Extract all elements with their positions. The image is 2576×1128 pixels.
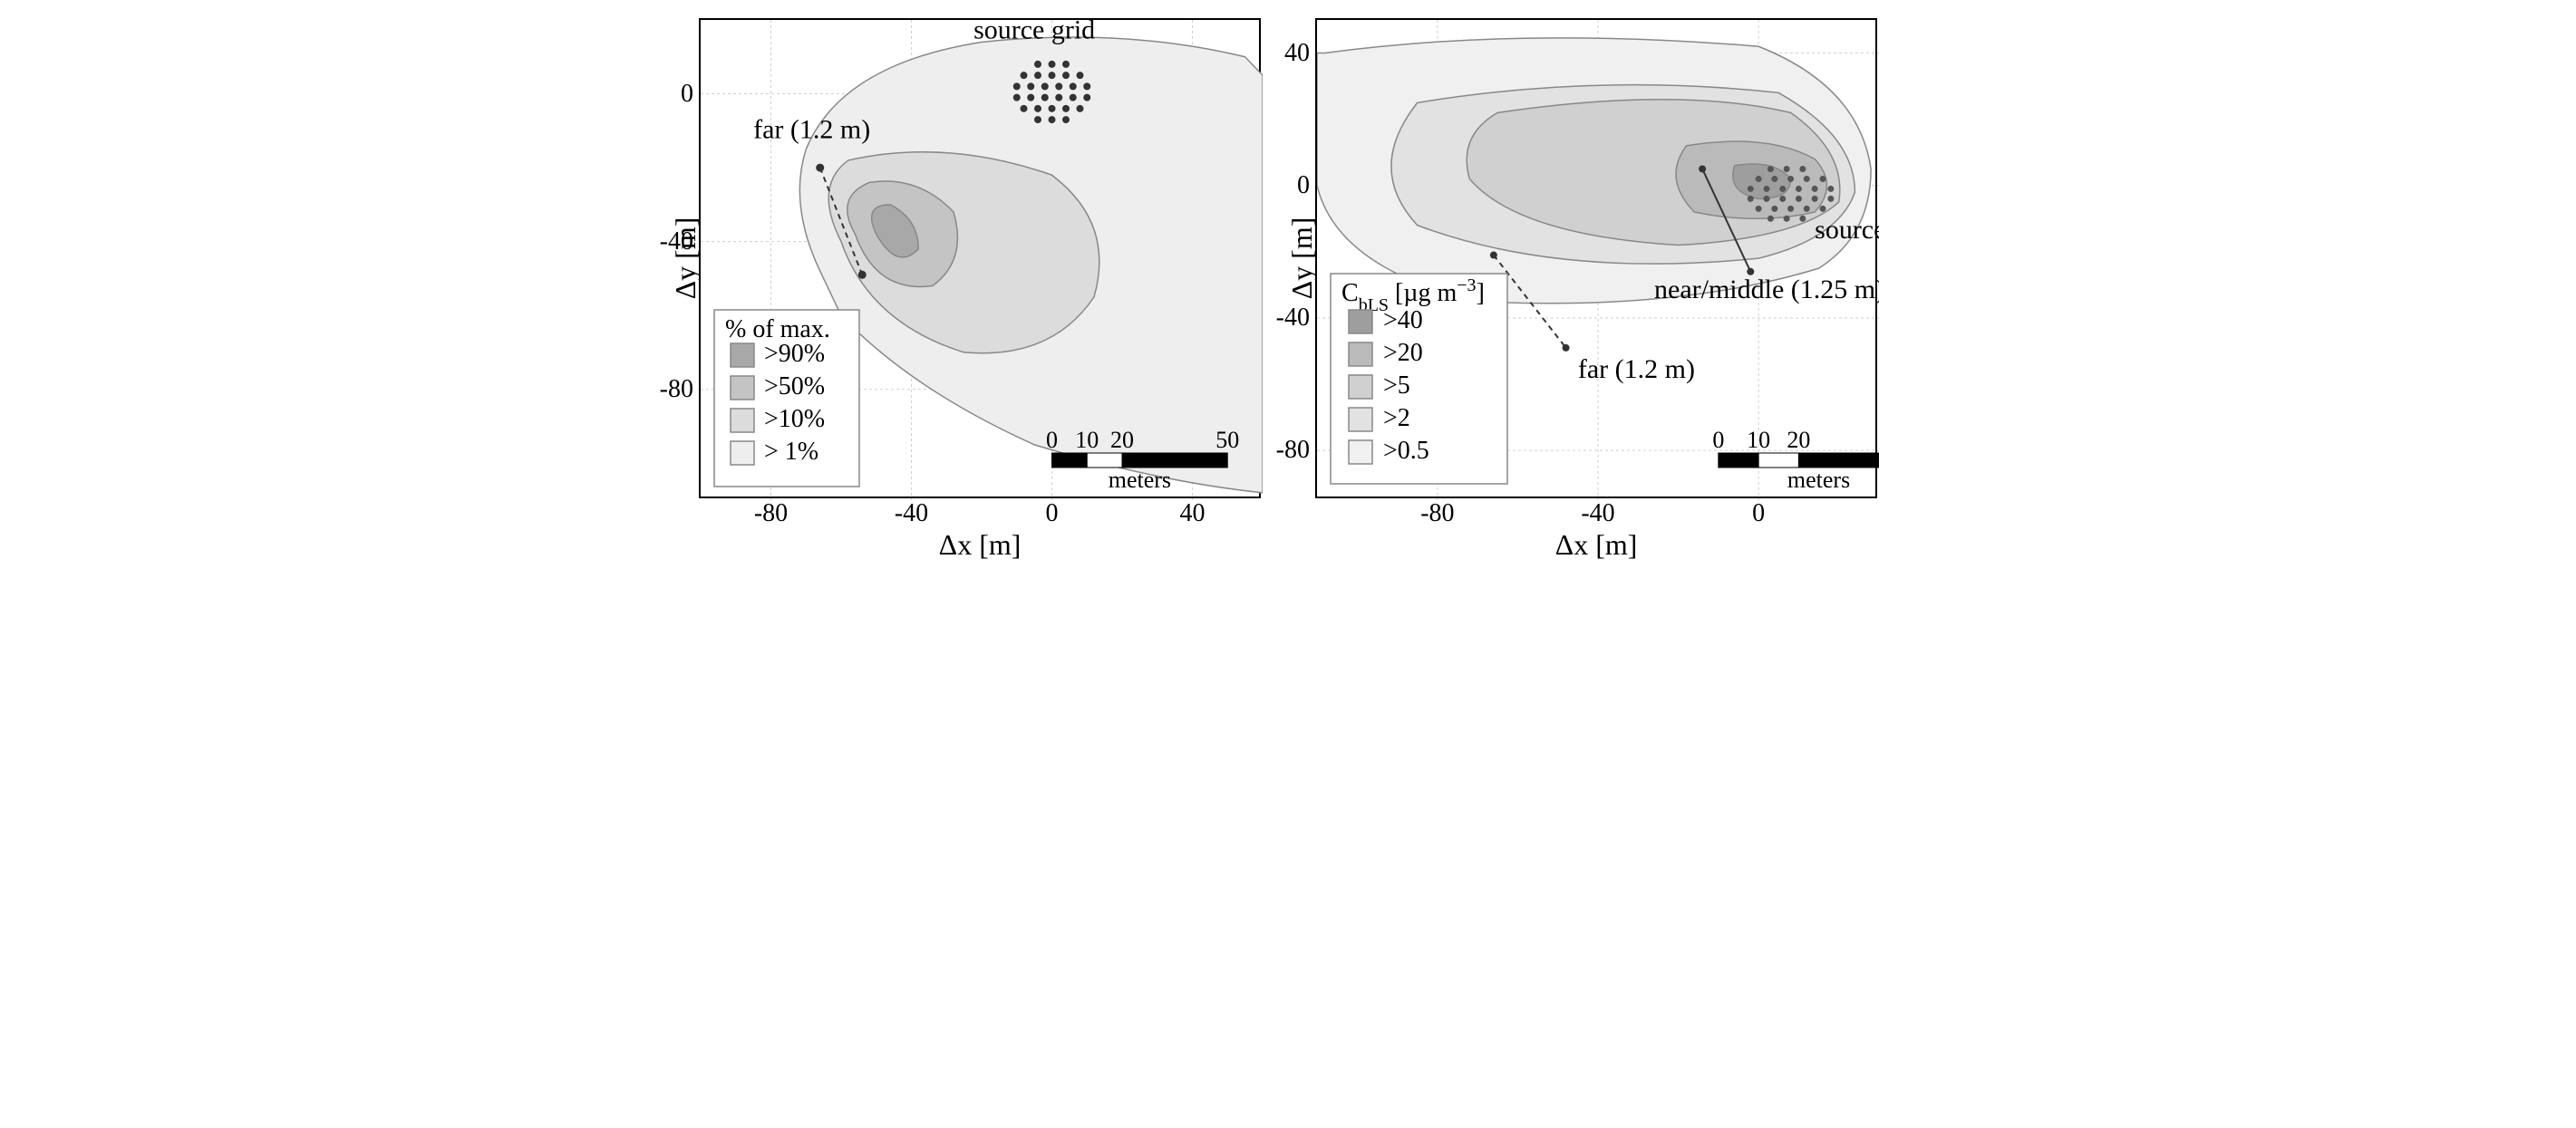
ytick: -40	[655, 227, 693, 256]
svg-text:>10%: >10%	[764, 405, 825, 433]
svg-text:>40: >40	[1383, 306, 1423, 334]
svg-text:>2: >2	[1383, 404, 1410, 432]
svg-text:far (1.2 m): far (1.2 m)	[1578, 354, 1695, 384]
y-axis-label: Δy [m]	[1285, 217, 1319, 300]
svg-text:0: 0	[1046, 427, 1058, 453]
svg-text:20: 20	[1110, 427, 1134, 453]
left-plot-area: source gridfar (1.2 m)% of max.>90%>50%>…	[699, 18, 1261, 498]
x-axis-label: Δx [m]	[939, 528, 1022, 562]
svg-text:0: 0	[1712, 427, 1724, 453]
svg-text:>50%: >50%	[764, 372, 825, 400]
svg-text:source grid: source grid	[1815, 215, 1879, 245]
svg-text:meters: meters	[1109, 467, 1171, 493]
xtick: -80	[754, 499, 788, 528]
ytick: 0	[655, 80, 693, 109]
ytick: 40	[1272, 39, 1310, 68]
xtick: -40	[1581, 499, 1614, 528]
svg-text:near/middle (1.25 m): near/middle (1.25 m)	[1654, 275, 1879, 304]
ytick: -80	[1272, 436, 1310, 465]
ytick: -80	[655, 375, 693, 404]
xtick: 0	[1046, 499, 1059, 528]
svg-text:far (1.2 m): far (1.2 m)	[753, 114, 870, 144]
right-panel: Δy [m] source gridfar (1.2 m)near/middle…	[1315, 18, 1877, 498]
svg-text:>20: >20	[1383, 339, 1423, 367]
xtick: -40	[895, 499, 928, 528]
svg-text:20: 20	[1787, 427, 1810, 453]
svg-text:>90%: >90%	[764, 340, 825, 368]
svg-text:>0.5: >0.5	[1383, 437, 1429, 465]
left-contour-svg: source gridfar (1.2 m)% of max.>90%>50%>…	[701, 20, 1263, 500]
ytick: 0	[1272, 171, 1310, 200]
xtick: -80	[1420, 499, 1454, 528]
xtick: 40	[1180, 499, 1206, 528]
svg-text:meters: meters	[1787, 467, 1850, 493]
xtick: 0	[1752, 499, 1765, 528]
svg-text:> 1%: > 1%	[764, 438, 818, 466]
svg-text:10: 10	[1075, 427, 1099, 453]
svg-text:50: 50	[1215, 427, 1239, 453]
right-contour-svg: source grid far (1.2 m) near/middle (1.25 …	[1317, 20, 1879, 500]
left-panel: Δy [m] source gridfar (1.2 m)% of max.>9…	[699, 18, 1261, 498]
svg-text:>5: >5	[1383, 371, 1410, 400]
x-axis-label: Δx [m]	[1555, 528, 1638, 562]
right-plot-area: source grid far (1.2 m) near/middle (1.25 …	[1315, 18, 1877, 498]
svg-text:source grid: source grid	[973, 20, 1095, 44]
svg-text:10: 10	[1747, 427, 1770, 453]
ytick: -40	[1272, 304, 1310, 333]
